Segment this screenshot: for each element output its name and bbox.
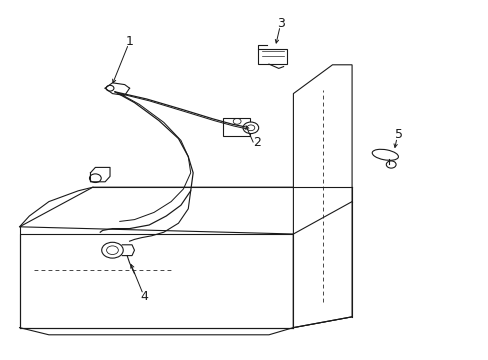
Text: 4: 4: [140, 291, 148, 303]
Bar: [223, 118, 250, 136]
Circle shape: [89, 174, 101, 183]
Ellipse shape: [371, 149, 398, 160]
Polygon shape: [20, 187, 351, 234]
Circle shape: [243, 122, 258, 134]
Text: 1: 1: [125, 35, 133, 48]
Text: 3: 3: [277, 17, 285, 30]
Text: 2: 2: [252, 136, 260, 149]
Circle shape: [102, 242, 123, 258]
Polygon shape: [293, 65, 351, 328]
Polygon shape: [293, 202, 351, 328]
Text: 5: 5: [394, 129, 402, 141]
Polygon shape: [20, 234, 293, 328]
Circle shape: [386, 161, 395, 168]
Bar: [258, 49, 286, 64]
